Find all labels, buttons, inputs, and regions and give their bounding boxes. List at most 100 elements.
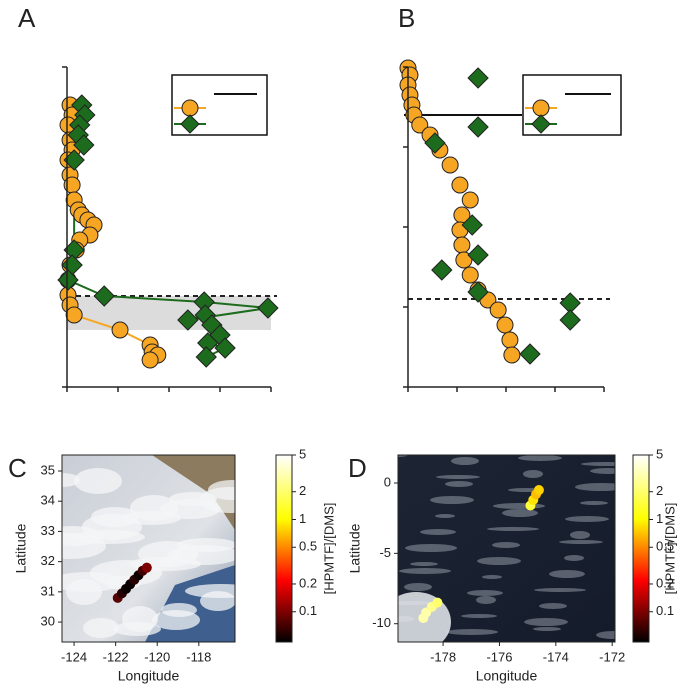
x-tick-label: -122 bbox=[103, 649, 129, 664]
colorbar-tick-label: 1 bbox=[299, 511, 306, 526]
y-tick-label: -10 bbox=[372, 615, 391, 630]
point bbox=[461, 214, 483, 236]
track-point bbox=[141, 562, 152, 573]
cloud bbox=[518, 455, 562, 461]
point bbox=[519, 343, 541, 365]
cloud bbox=[467, 590, 503, 596]
cloud bbox=[445, 481, 473, 487]
point bbox=[461, 191, 479, 209]
point bbox=[431, 259, 453, 281]
point bbox=[257, 297, 279, 319]
x-axis-label: Longitude bbox=[118, 668, 180, 684]
cloud bbox=[113, 622, 161, 636]
panel-label: A bbox=[18, 3, 36, 33]
cloud bbox=[152, 610, 200, 630]
colorbar-tick-label: 2 bbox=[656, 483, 663, 498]
y-tick-label: -5 bbox=[379, 545, 391, 560]
track-point bbox=[533, 485, 544, 496]
cloud bbox=[533, 627, 561, 631]
colorbar-tick-label: 0.5 bbox=[299, 539, 317, 554]
panel-label: C bbox=[8, 453, 27, 483]
point bbox=[559, 309, 581, 331]
point bbox=[467, 67, 489, 89]
cloud bbox=[580, 501, 608, 505]
colorbar-tick-label: 0.2 bbox=[656, 575, 674, 590]
y-tick-label: 33 bbox=[41, 523, 55, 538]
cloud bbox=[446, 629, 498, 635]
cloud bbox=[436, 475, 480, 479]
x-tick-label: -178 bbox=[430, 649, 456, 664]
colorbar-tick-label: 2 bbox=[299, 483, 306, 498]
point bbox=[467, 116, 489, 138]
cloud bbox=[524, 618, 568, 626]
colorbar-tick-label: 1 bbox=[656, 511, 663, 526]
cloud bbox=[493, 503, 545, 509]
cloud bbox=[451, 457, 479, 465]
cloud bbox=[420, 529, 456, 535]
point bbox=[467, 244, 489, 266]
satellite-image bbox=[62, 455, 235, 642]
point bbox=[453, 236, 471, 254]
cloud bbox=[590, 468, 615, 474]
cloud bbox=[549, 570, 585, 578]
cloud bbox=[565, 516, 609, 522]
cloud bbox=[435, 514, 455, 518]
panel-label: B bbox=[398, 3, 415, 33]
legend-swatch bbox=[532, 99, 550, 117]
cloud bbox=[74, 468, 122, 494]
cloud bbox=[461, 614, 497, 618]
point bbox=[65, 306, 83, 324]
y-axis-label: Latitude bbox=[13, 523, 29, 573]
cloud bbox=[487, 527, 539, 531]
track-point bbox=[432, 597, 443, 608]
x-tick-label: -176 bbox=[486, 649, 512, 664]
point bbox=[424, 132, 446, 154]
y-tick-label: 30 bbox=[41, 613, 55, 628]
colorbar-tick-label: 0.1 bbox=[299, 603, 317, 618]
cloud bbox=[66, 579, 102, 605]
cloud bbox=[559, 540, 603, 544]
panel-label: D bbox=[348, 453, 367, 483]
colorbar bbox=[632, 454, 650, 643]
y-tick-label: 32 bbox=[41, 553, 55, 568]
legend-swatch bbox=[181, 99, 199, 117]
cloud bbox=[168, 545, 235, 565]
x-tick-label: -120 bbox=[144, 649, 170, 664]
cloud bbox=[83, 618, 119, 638]
point bbox=[411, 116, 429, 134]
y-tick-label: 0 bbox=[384, 474, 391, 489]
point bbox=[496, 316, 514, 334]
x-tick-label: -118 bbox=[186, 649, 211, 664]
map-frame bbox=[61, 454, 236, 643]
point bbox=[214, 337, 236, 359]
point bbox=[467, 281, 489, 303]
cloud bbox=[404, 583, 432, 591]
colorbar bbox=[275, 454, 293, 643]
cloud bbox=[523, 470, 543, 478]
y-tick-label: 35 bbox=[41, 462, 55, 477]
colorbar-tick-label: 0.1 bbox=[656, 603, 674, 618]
point bbox=[501, 331, 519, 349]
cloud bbox=[570, 531, 590, 539]
point bbox=[455, 251, 473, 269]
point bbox=[61, 254, 83, 276]
point bbox=[93, 285, 115, 307]
y-axis-label: Latitude bbox=[347, 523, 363, 573]
cloud bbox=[534, 588, 586, 592]
cloud bbox=[564, 555, 584, 561]
point bbox=[461, 266, 479, 284]
point bbox=[489, 301, 507, 319]
point bbox=[57, 269, 79, 291]
y-tick-label: 34 bbox=[41, 493, 55, 508]
x-tick-label: -174 bbox=[543, 649, 569, 664]
point bbox=[441, 156, 459, 174]
legend-swatch bbox=[531, 114, 551, 134]
x-tick-label: -124 bbox=[61, 649, 87, 664]
point bbox=[451, 176, 469, 194]
point bbox=[503, 346, 521, 364]
cloud bbox=[502, 509, 538, 517]
land bbox=[152, 455, 235, 530]
colorbar-tick-label: 0.2 bbox=[299, 575, 317, 590]
